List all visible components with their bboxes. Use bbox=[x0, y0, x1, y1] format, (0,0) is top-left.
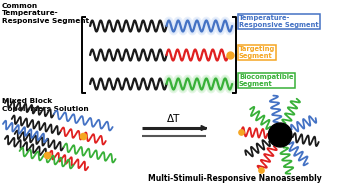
Text: Targeting
Segment: Targeting Segment bbox=[239, 46, 275, 59]
Text: Biocompatible
Segment: Biocompatible Segment bbox=[239, 74, 294, 87]
Text: Common
Temperature-
Responsive Segment: Common Temperature- Responsive Segment bbox=[2, 3, 89, 24]
Text: Multi-Stimuli-Responsive Nanoassembly: Multi-Stimuli-Responsive Nanoassembly bbox=[148, 174, 322, 183]
Text: Mixed Block
Copolymers Solution: Mixed Block Copolymers Solution bbox=[2, 98, 88, 112]
Text: ΔT: ΔT bbox=[167, 114, 180, 124]
Text: Temperature-
Responsive Segment: Temperature- Responsive Segment bbox=[239, 15, 319, 28]
Circle shape bbox=[268, 123, 292, 147]
